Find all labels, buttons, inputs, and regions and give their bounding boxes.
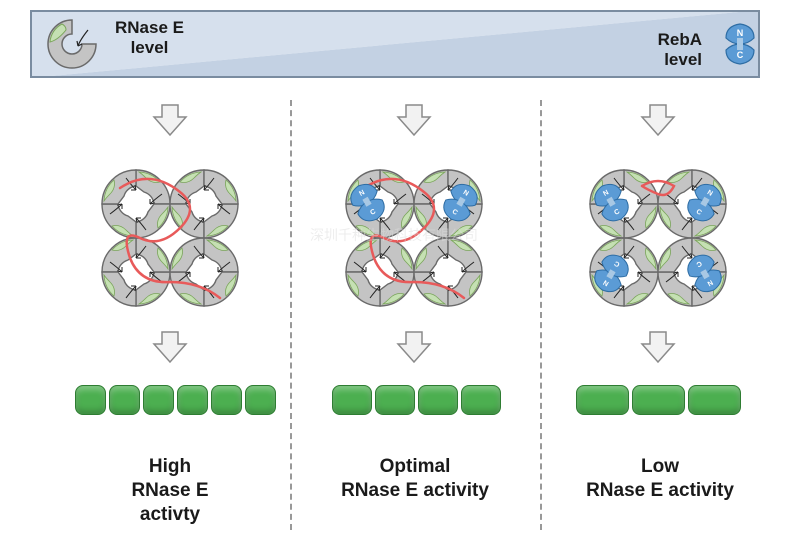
down-arrow-icon bbox=[640, 330, 676, 364]
cell-icon bbox=[75, 385, 106, 415]
rnase-e-level-label: RNase E level bbox=[115, 18, 184, 59]
cell-icon bbox=[461, 385, 501, 415]
activity-label-line1: High bbox=[100, 455, 240, 479]
down-arrow-icon bbox=[396, 330, 432, 364]
reba-label-line2: level bbox=[622, 50, 702, 70]
cell-row bbox=[332, 385, 501, 415]
cell-icon bbox=[245, 385, 276, 415]
cell-icon bbox=[332, 385, 372, 415]
cell-icon bbox=[109, 385, 140, 415]
down-arrow-icon bbox=[152, 103, 188, 137]
svg-text:N: N bbox=[737, 28, 744, 38]
reba-level-label: RebA level bbox=[622, 30, 702, 71]
rnase-tetramer-complex bbox=[80, 148, 260, 328]
cell-row bbox=[75, 385, 276, 415]
cell-icon bbox=[177, 385, 208, 415]
reba-icon: N C bbox=[720, 22, 760, 66]
activity-label-line1: Low bbox=[585, 455, 735, 479]
reba-label-line1: RebA bbox=[622, 30, 702, 50]
down-arrow-icon bbox=[152, 330, 188, 364]
cell-icon bbox=[576, 385, 629, 415]
cell-icon bbox=[418, 385, 458, 415]
rnase-tetramer-complex: N C N C N C N C bbox=[568, 148, 748, 328]
down-arrow-icon bbox=[640, 103, 676, 137]
rnase-e-label-line2: level bbox=[115, 38, 184, 58]
cell-row bbox=[576, 385, 741, 415]
activity-label-line2: RNase E activity bbox=[340, 479, 490, 503]
activity-label-line1: Optimal bbox=[340, 455, 490, 479]
column-divider-1 bbox=[290, 100, 292, 530]
cell-icon bbox=[688, 385, 741, 415]
rnase-e-label-line1: RNase E bbox=[115, 18, 184, 38]
diagram-canvas: N C RNase E level RebA level bbox=[0, 0, 790, 548]
rnase-e-icon bbox=[44, 16, 100, 72]
down-arrow-icon bbox=[396, 103, 432, 137]
activity-label-line2: RNase E activty bbox=[100, 479, 240, 527]
activity-label: High RNase E activty bbox=[100, 455, 240, 526]
column-divider-2 bbox=[540, 100, 542, 530]
activity-label: Low RNase E activity bbox=[585, 455, 735, 503]
cell-icon bbox=[375, 385, 415, 415]
cell-icon bbox=[632, 385, 685, 415]
watermark-text: 深圳千种生物科技有限公司 bbox=[310, 225, 478, 245]
activity-label: Optimal RNase E activity bbox=[340, 455, 490, 503]
cell-icon bbox=[211, 385, 242, 415]
svg-text:C: C bbox=[737, 50, 744, 60]
cell-icon bbox=[143, 385, 174, 415]
activity-label-line2: RNase E activity bbox=[585, 479, 735, 503]
